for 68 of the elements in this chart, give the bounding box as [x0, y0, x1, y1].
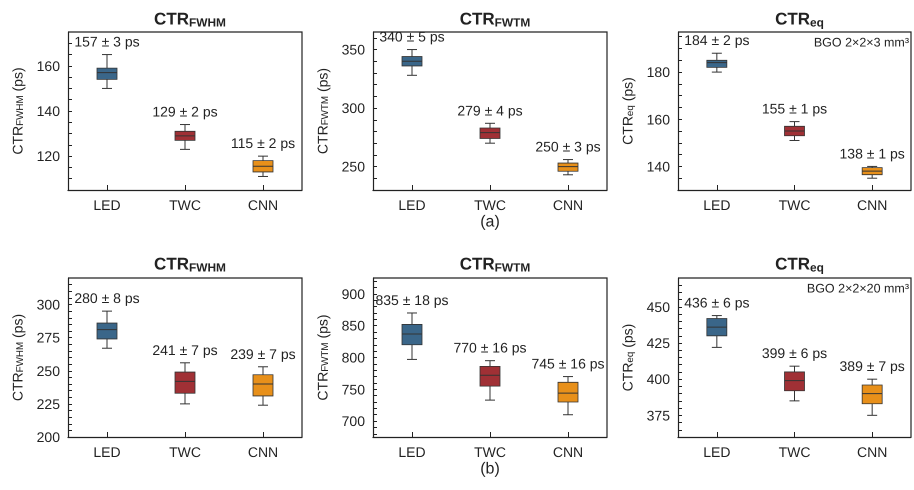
- y-tick-label: 425: [646, 335, 670, 352]
- x-tick-label: LED: [703, 444, 730, 460]
- annotation: 279 ± 4 ps: [457, 102, 523, 118]
- y-tick-label: 200: [36, 429, 60, 445]
- x-tick-label: CNN: [248, 444, 278, 460]
- y-tick-label: 250: [36, 362, 60, 379]
- annotation: 157 ± 3 ps: [74, 34, 140, 50]
- y-tick-label: 160: [36, 58, 60, 74]
- x-tick-label: LED: [93, 197, 121, 213]
- y-tick-label: 180: [646, 64, 670, 80]
- annotation: 129 ± 2 ps: [152, 104, 218, 120]
- y-tick-label: 450: [646, 298, 670, 315]
- y-tick-label: 375: [646, 407, 670, 424]
- text: (b): [480, 460, 500, 478]
- x-tick-label: LED: [703, 197, 730, 213]
- y-tick-label: 160: [646, 111, 670, 128]
- y-tick-label: 120: [36, 148, 60, 164]
- annotation: 241 ± 7 ps: [152, 342, 218, 358]
- x-tick-label: TWC: [778, 444, 810, 460]
- x-tick-label: CNN: [248, 197, 278, 213]
- y-tick-label: 300: [36, 296, 60, 312]
- annotation: 389 ± 7 ps: [840, 358, 905, 374]
- x-tick-label: TWC: [474, 444, 506, 460]
- y-tick-label: 140: [36, 103, 60, 119]
- annotation: 155 ± 1 ps: [762, 100, 828, 117]
- x-tick-label: CNN: [552, 197, 584, 213]
- y-tick-label: 250: [342, 158, 366, 175]
- y-tick-label: 225: [36, 396, 60, 412]
- y-tick-label: 350: [342, 42, 366, 58]
- y-tick-label: 750: [342, 381, 366, 398]
- x-tick-label: LED: [398, 197, 426, 213]
- y-tick-label: 400: [646, 371, 670, 388]
- x-tick-label: TWC: [778, 197, 810, 213]
- x-tick-label: TWC: [169, 444, 201, 460]
- y-tick-label: 300: [342, 100, 366, 116]
- annotation: 436 ± 6 ps: [684, 294, 750, 311]
- y-tick-label: 800: [342, 350, 366, 366]
- y-tick-label: 700: [342, 413, 366, 430]
- x-tick-label: CNN: [856, 444, 888, 460]
- y-tick-label: 140: [646, 158, 670, 174]
- x-tick-label: TWC: [169, 197, 201, 213]
- annotation: 835 ± 18 ps: [375, 292, 449, 308]
- y-tick-label: 900: [342, 286, 366, 302]
- annotation: BGO 2×2×20 mm³: [806, 282, 909, 296]
- y-tick-label: 850: [342, 318, 366, 334]
- y-tick-label: 275: [36, 330, 60, 346]
- x-tick-label: CNN: [552, 444, 584, 460]
- text: (a): [480, 214, 500, 230]
- annotation: 280 ± 8 ps: [74, 290, 140, 306]
- annotation: BGO 2×2×3 mm³: [814, 36, 909, 50]
- y-axis-title: CTRFWHM (ps): [10, 314, 26, 402]
- y-axis-title: CTReq (ps): [620, 324, 636, 392]
- annotation: 239 ± 7 ps: [230, 346, 296, 362]
- y-axis-title: CTReq (ps): [620, 77, 636, 145]
- annotation: 115 ± 2 ps: [230, 135, 296, 152]
- y-axis-title: CTRFWTM (ps): [314, 314, 332, 401]
- annotation: 138 ± 1 ps: [840, 145, 905, 162]
- x-tick-label: TWC: [474, 197, 506, 213]
- x-tick-label: LED: [398, 444, 426, 460]
- x-tick-label: CNN: [856, 197, 888, 213]
- annotation: 399 ± 6 ps: [762, 345, 828, 362]
- annotation: 184 ± 2 ps: [684, 32, 750, 48]
- annotation: 250 ± 3 ps: [535, 138, 601, 155]
- x-tick-label: LED: [93, 444, 121, 460]
- annotation: 745 ± 16 ps: [531, 356, 605, 372]
- y-axis-title: CTRFWHM (ps): [10, 67, 26, 155]
- annotation: 770 ± 16 ps: [453, 340, 527, 356]
- y-axis-title: CTRFWTM (ps): [314, 68, 332, 154]
